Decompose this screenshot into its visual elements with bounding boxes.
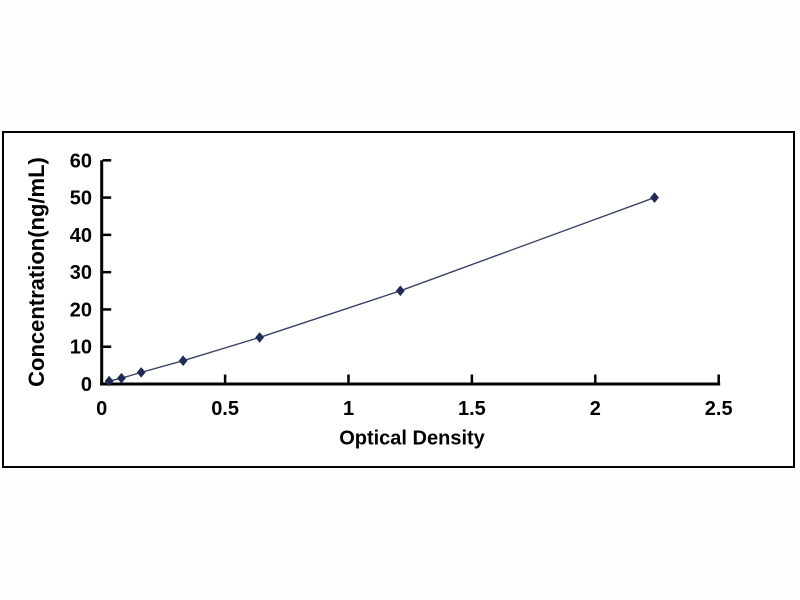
data-point-marker	[255, 332, 265, 343]
y-tick-label: 40	[70, 225, 92, 247]
x-tick-label: 0	[96, 398, 107, 420]
y-tick-label: 20	[70, 299, 92, 321]
chart-frame	[2, 131, 795, 468]
data-point-marker	[136, 367, 146, 378]
x-axis-title: Optical Density	[339, 427, 485, 450]
series-line	[108, 196, 655, 382]
data-point-marker	[178, 355, 188, 366]
x-tick-label: 2	[590, 398, 601, 420]
y-tick-label: 50	[70, 188, 92, 210]
y-tick-label: 60	[70, 150, 92, 172]
data-point-marker	[104, 375, 114, 387]
y-tick-label: 10	[70, 337, 92, 359]
y-tick-label: 30	[70, 262, 92, 284]
x-tick-label: 2.5	[705, 398, 733, 420]
data-point-marker	[650, 192, 659, 203]
y-tick-label: 0	[81, 374, 92, 396]
x-tick-label: 0.5	[211, 398, 239, 420]
y-axis-title: Concentration(ng/mL)	[24, 157, 49, 387]
x-tick-label: 1	[343, 398, 354, 420]
data-point-marker	[117, 372, 126, 384]
data-point-marker	[395, 285, 405, 297]
x-tick-label: 1.5	[458, 398, 486, 420]
